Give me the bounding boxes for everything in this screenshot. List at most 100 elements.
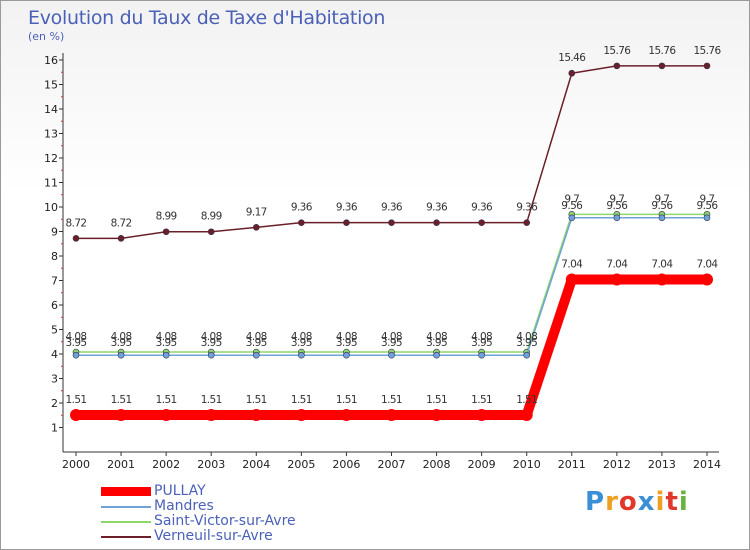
data-point	[252, 351, 260, 359]
data-label: 1.51	[516, 394, 537, 406]
data-point	[613, 214, 621, 222]
data-point	[205, 409, 218, 422]
data-label: 1.51	[471, 394, 492, 406]
chart-legend: PULLAY Mandres Saint-Victor-sur-Avre Verneu…	[101, 484, 401, 544]
data-label: 9.7	[654, 193, 669, 205]
y-tick-label: 15	[44, 79, 58, 92]
data-point	[478, 219, 485, 226]
data-label: 4.08	[291, 331, 312, 343]
legend-swatch	[101, 487, 151, 496]
x-tick-label: 2008	[423, 458, 451, 471]
data-point	[568, 214, 576, 222]
data-label: 4.08	[66, 331, 87, 343]
data-point	[298, 219, 305, 226]
data-point	[343, 351, 350, 359]
y-tick-label: 8	[51, 250, 58, 263]
x-tick-label: 2007	[378, 458, 406, 471]
data-label: 1.51	[426, 394, 447, 406]
data-label: 9.36	[471, 202, 493, 214]
data-label: 4.08	[111, 331, 132, 343]
data-point	[295, 409, 308, 422]
logo-letter: i	[678, 487, 689, 517]
proxiti-logo: Proxiti	[585, 487, 689, 517]
data-point	[117, 351, 125, 359]
data-label: 8.99	[201, 211, 222, 223]
legend-item: Saint-Victor-sur-Avre	[101, 514, 401, 529]
data-label: 9.17	[246, 206, 267, 218]
x-tick-label: 2011	[558, 458, 586, 471]
data-label: 4.08	[201, 331, 222, 343]
x-tick-label: 2010	[513, 458, 541, 471]
data-point	[117, 235, 125, 242]
data-point	[340, 409, 353, 422]
data-label: 9.36	[516, 202, 538, 214]
data-label: 7.04	[697, 259, 719, 271]
data-point	[72, 235, 80, 242]
chart-title: Evolution du Taux de Taxe d'Habitation	[28, 7, 386, 29]
legend-swatch	[101, 536, 151, 538]
data-point	[703, 214, 711, 222]
data-label: 15.76	[603, 45, 631, 57]
data-point	[523, 351, 531, 359]
data-point	[433, 219, 440, 226]
data-label: 3.95	[381, 337, 402, 349]
data-point	[388, 219, 395, 226]
data-point	[520, 409, 533, 422]
data-point	[385, 409, 398, 422]
data-label: 7.04	[606, 259, 628, 271]
data-point	[250, 409, 263, 422]
legend-label: Saint-Victor-sur-Avre	[154, 513, 296, 529]
y-tick-label: 14	[44, 103, 58, 116]
y-tick-label: 12	[44, 152, 58, 165]
data-label: 9.36	[426, 202, 448, 214]
data-label: 4.08	[516, 331, 537, 343]
data-point	[658, 214, 666, 222]
data-label: 4.08	[381, 331, 402, 343]
data-label: 8.99	[156, 211, 177, 223]
data-point	[523, 219, 531, 226]
data-label: 1.51	[111, 394, 132, 406]
x-tick-label: 2012	[603, 458, 631, 471]
data-label: 1.51	[66, 394, 87, 406]
data-point	[475, 409, 488, 422]
data-label: 9.7	[609, 193, 624, 205]
data-label: 3.95	[336, 337, 357, 349]
data-label: 9.56	[651, 200, 673, 212]
data-label: 4.08	[246, 331, 267, 343]
data-label: 8.72	[111, 217, 132, 229]
x-tick-label: 2000	[62, 458, 90, 471]
y-tick-label: 2	[51, 397, 58, 410]
data-point	[703, 62, 711, 70]
data-point	[701, 273, 713, 286]
data-point	[568, 69, 576, 77]
data-label: 15.76	[648, 45, 676, 57]
data-label: 3.95	[111, 337, 132, 349]
data-point	[298, 351, 305, 359]
y-tick-label: 5	[51, 324, 58, 337]
logo-letter: r	[605, 487, 619, 517]
data-label: 1.51	[201, 394, 222, 406]
logo-letter: i	[655, 487, 666, 517]
data-point	[70, 409, 82, 422]
data-point	[162, 228, 170, 236]
y-unit-label: (en %)	[28, 30, 65, 43]
data-label: 4.08	[156, 331, 177, 343]
logo-letter: t	[665, 487, 679, 517]
data-point	[115, 409, 128, 422]
x-tick-label: 2004	[242, 458, 270, 471]
y-tick-label: 11	[44, 177, 58, 190]
y-tick-label: 1	[51, 422, 58, 435]
y-tick-label: 7	[51, 275, 58, 288]
data-label: 7.04	[561, 259, 583, 271]
data-point	[565, 273, 578, 286]
logo-letter: o	[618, 487, 638, 517]
data-point	[433, 351, 440, 359]
data-label: 9.36	[381, 202, 403, 214]
data-point	[160, 409, 173, 422]
legend-item: Verneuil-sur-Avre	[101, 529, 401, 544]
x-tick-label: 2006	[332, 458, 360, 471]
data-label: 3.95	[471, 337, 492, 349]
legend-label: Mandres	[154, 498, 214, 514]
